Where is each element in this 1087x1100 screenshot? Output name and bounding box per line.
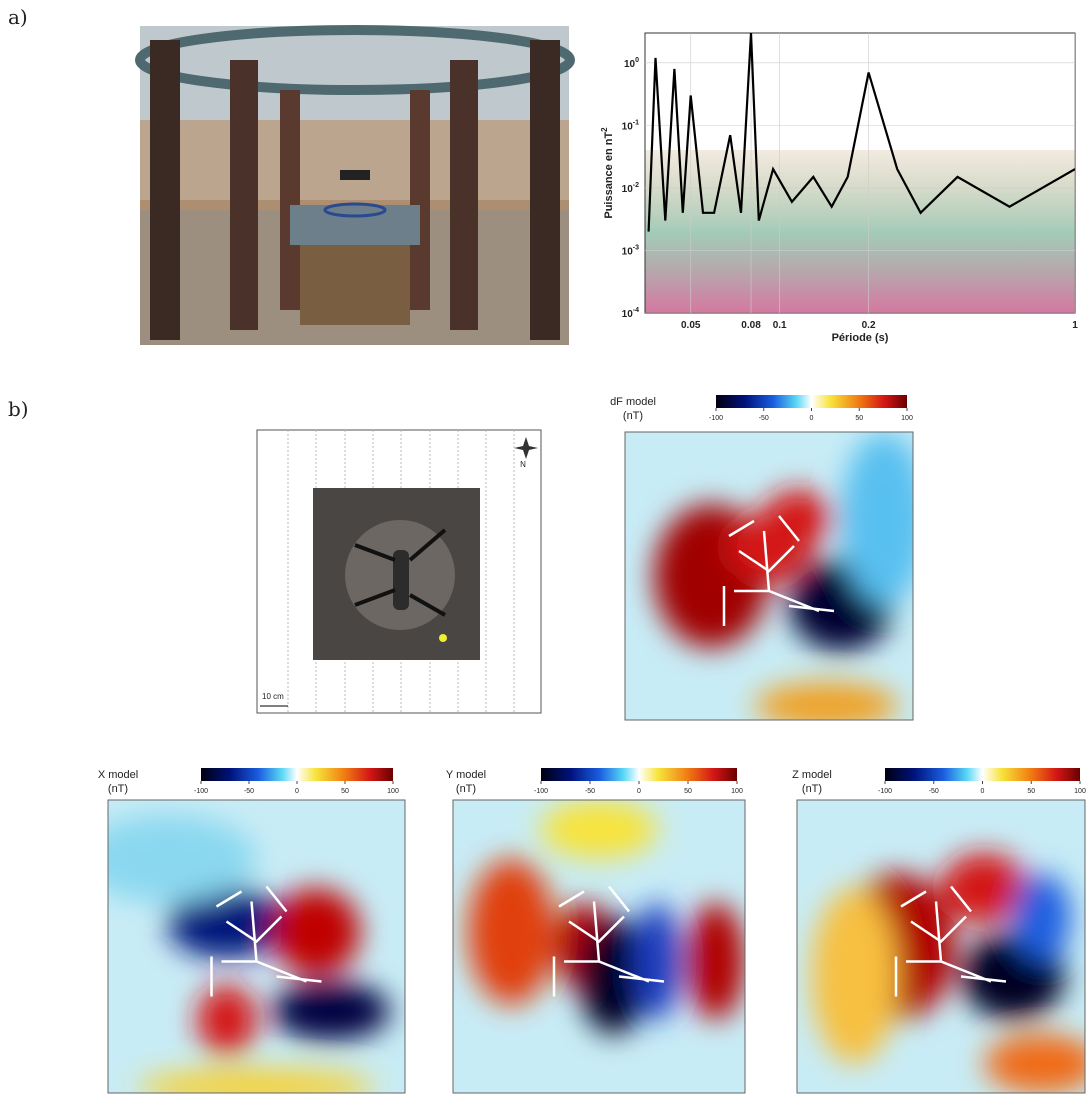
drone-outline [210, 885, 322, 997]
colorbar-tick-label: -50 [929, 788, 939, 795]
y-axis-label-text: Puissance en nT [603, 132, 615, 219]
colorbar-tick-label: 0 [810, 415, 814, 422]
field-blob [754, 682, 899, 720]
field-blob [634, 902, 681, 1020]
colorbar-tick-label: -100 [534, 788, 548, 795]
colorbar-tick-label: 100 [731, 788, 743, 795]
field-blob [811, 887, 898, 1064]
map-unit: (nT) [802, 783, 822, 795]
field-blob [271, 981, 391, 1041]
map-title: X model [98, 769, 138, 781]
colorbar-tick-label: 100 [1074, 788, 1086, 795]
heatmap-frame [107, 799, 406, 1094]
colorbar-tick-label: 50 [684, 788, 692, 795]
y-tick-base: 10 [622, 309, 634, 320]
y-axis-label: Puissance en nT2 [600, 127, 615, 219]
lab-photo [135, 25, 575, 345]
colorbar-tick-label: 0 [981, 788, 985, 795]
y-tick-label: 10-1 [622, 119, 639, 132]
colorbar-tick-label: -50 [759, 415, 769, 422]
y-tick-base: 10 [622, 184, 634, 195]
heatmap [625, 432, 913, 720]
heatmap-frame [624, 431, 914, 721]
field-blob [271, 887, 361, 976]
trace-cloud [645, 150, 1075, 313]
field-blob [1013, 873, 1071, 962]
colorbar-tick-label: 50 [855, 415, 863, 422]
colorbar [885, 768, 1080, 781]
field-blob [841, 432, 913, 605]
heatmap-field [653, 432, 913, 720]
mean-line [647, 33, 1075, 232]
colorbar-tick-label: 50 [1027, 788, 1035, 795]
colorbar [541, 768, 737, 781]
x-tick-label: 0.2 [862, 320, 876, 331]
field-blob [540, 800, 658, 859]
heatmap-field [467, 800, 745, 1035]
heatmap-frame [796, 799, 1086, 1094]
field-blob [941, 852, 1028, 924]
map-unit: (nT) [456, 783, 476, 795]
drone-outline [894, 885, 1007, 997]
x-tick-label: 0.1 [773, 320, 787, 331]
colorbar [716, 395, 907, 408]
map-title: dF model [610, 396, 656, 408]
heatmap [797, 800, 1085, 1093]
colorbar-tick-label: -100 [709, 415, 723, 422]
x-tick-label: 0.05 [681, 320, 701, 331]
field-blob [467, 858, 556, 1006]
map-title: Z model [792, 769, 832, 781]
colorbar-tick-label: -50 [244, 788, 254, 795]
map-unit: (nT) [108, 783, 128, 795]
y-tick-base: 10 [624, 59, 636, 70]
field-blob [108, 814, 257, 903]
heatmap-field [811, 852, 1085, 1093]
field-blob [984, 1034, 1085, 1093]
field-blob [197, 984, 257, 1055]
y-tick-exponent: 0 [635, 57, 639, 64]
field-blob [686, 902, 745, 1020]
colorbar-tick-label: -50 [585, 788, 595, 795]
field-blob [137, 1069, 376, 1093]
x-tick-label: 1 [1072, 320, 1078, 331]
y-tick-base: 10 [622, 246, 634, 257]
colorbar-tick-label: 0 [637, 788, 641, 795]
y-tick-exponent: -2 [633, 182, 639, 189]
north-label: N [520, 460, 526, 469]
y-tick-exponent: -4 [633, 307, 639, 314]
colorbar-tick-label: 100 [387, 788, 399, 795]
drone-outline [722, 515, 835, 626]
y-tick-exponent: -3 [633, 244, 639, 251]
panel-label: a) [8, 5, 28, 29]
y-tick-label: 10-3 [622, 244, 639, 257]
heatmap-field [108, 814, 391, 1093]
colorbar-tick-label: 100 [901, 415, 913, 422]
y-tick-base: 10 [622, 121, 634, 132]
x-axis-label: Période (s) [832, 332, 889, 344]
scale-label: 10 cm [262, 692, 284, 701]
heatmap [108, 800, 405, 1093]
x-tick-label: 0.08 [741, 320, 761, 331]
y-tick-label: 10-2 [622, 182, 639, 195]
y-axis-label-exponent: 2 [600, 127, 609, 132]
drone-photo [256, 429, 542, 714]
field-blob [578, 917, 649, 1035]
drone-outline [552, 885, 665, 997]
colorbar-tick-label: -100 [878, 788, 892, 795]
colorbar [201, 768, 393, 781]
y-tick-label: 10-4 [622, 307, 639, 320]
map-title: Y model [446, 769, 486, 781]
colorbar-tick-label: -100 [194, 788, 208, 795]
panel-label: b) [8, 397, 29, 421]
field-blob [763, 489, 833, 548]
heatmap [453, 800, 745, 1093]
y-tick-exponent: -1 [633, 119, 639, 126]
colorbar-tick-label: 0 [295, 788, 299, 795]
colorbar-tick-label: 50 [341, 788, 349, 795]
map-unit: (nT) [623, 410, 643, 422]
y-tick-label: 100 [624, 57, 639, 70]
heatmap-frame [452, 799, 746, 1094]
